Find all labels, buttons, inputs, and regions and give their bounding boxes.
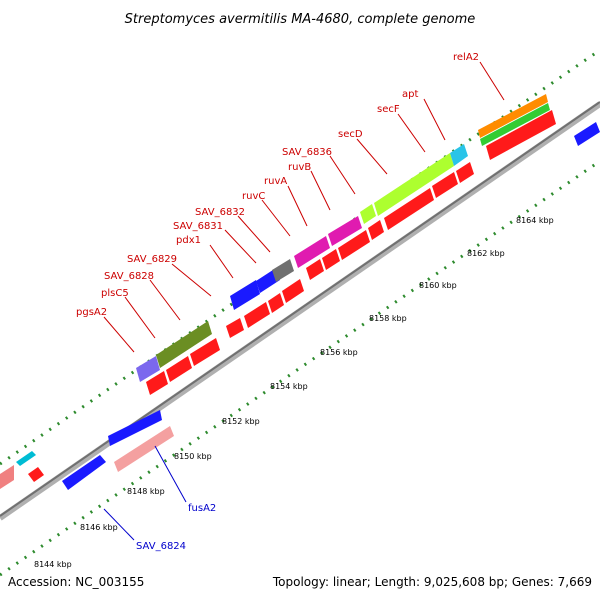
bottom-label-leaders bbox=[103, 445, 187, 541]
gene-label: SAV_6832 bbox=[195, 207, 245, 218]
gene-label: SAV_6836 bbox=[282, 147, 332, 158]
gene-block bbox=[156, 321, 212, 368]
gene-arrow bbox=[62, 455, 106, 490]
bottom-gene-labels: fusA2 SAV_6824 bbox=[136, 503, 216, 552]
gene-label: relA2 bbox=[453, 52, 479, 63]
gene-label: ruvB bbox=[288, 162, 311, 173]
summary-text: Topology: linear; Length: 9,025,608 bp; … bbox=[272, 575, 592, 589]
scale-label: 8156 kbp bbox=[320, 348, 358, 357]
gene-arrow bbox=[456, 162, 474, 183]
gene-label: secF bbox=[377, 104, 400, 115]
gene-label: secD bbox=[338, 129, 363, 140]
gene-label: fusA2 bbox=[188, 503, 216, 514]
scale-label: 8154 kbp bbox=[270, 382, 308, 391]
gene-block bbox=[108, 410, 162, 446]
gene-arrow bbox=[190, 338, 220, 366]
gene-label: ruvA bbox=[264, 176, 287, 187]
scale-label: 8164 kbp bbox=[516, 216, 554, 225]
gene-label: pdx1 bbox=[176, 235, 201, 246]
gene-label: ruvC bbox=[242, 191, 265, 202]
genome-backbone bbox=[0, 101, 600, 521]
gene-arrow bbox=[166, 356, 192, 382]
gene-label: SAV_6828 bbox=[104, 271, 154, 282]
gene-arrow bbox=[226, 318, 244, 338]
gene-block bbox=[450, 144, 468, 166]
map-title: Streptomyces avermitilis MA-4680, comple… bbox=[125, 12, 476, 27]
gene-label: SAV_6824 bbox=[136, 541, 186, 552]
gene-block bbox=[294, 236, 330, 268]
top-gene-labels: pgsA2 plsC5 SAV_6828 SAV_6829 pdx1 SAV_6… bbox=[76, 52, 479, 318]
gene-label: apt bbox=[402, 89, 418, 100]
top-label-leaders bbox=[103, 61, 505, 353]
scale-label: 8144 kbp bbox=[34, 560, 72, 569]
gene-label: plsC5 bbox=[101, 288, 129, 299]
gene-block bbox=[114, 426, 174, 472]
gene-block bbox=[230, 280, 260, 310]
gene-block bbox=[16, 451, 36, 466]
accession-text: Accession: NC_003155 bbox=[8, 575, 144, 589]
gene-arrow bbox=[384, 188, 434, 230]
gene-block bbox=[272, 259, 294, 282]
gene-arrow bbox=[432, 172, 458, 198]
gene-block bbox=[374, 153, 454, 216]
gene-label: SAV_6831 bbox=[173, 221, 223, 232]
upper-tick-track bbox=[0, 48, 600, 466]
gene-arrow bbox=[268, 293, 284, 313]
gene-arrow bbox=[244, 302, 270, 328]
gene-arrow bbox=[486, 110, 556, 160]
gene-arrow bbox=[28, 467, 44, 482]
gene-arrow bbox=[282, 279, 304, 303]
scale-label: 8158 kbp bbox=[369, 314, 407, 323]
gene-label: pgsA2 bbox=[76, 307, 107, 318]
gene-features bbox=[0, 94, 600, 490]
scale-label: 8160 kbp bbox=[419, 281, 457, 290]
gene-arrow bbox=[322, 249, 340, 270]
gene-arrow bbox=[574, 122, 600, 146]
gene-block bbox=[478, 94, 548, 138]
scale-label: 8148 kbp bbox=[127, 487, 165, 496]
scale-label: 8162 kbp bbox=[467, 249, 505, 258]
gene-arrow bbox=[338, 230, 370, 260]
scale-label: 8150 kbp bbox=[174, 452, 212, 461]
gene-arrow bbox=[306, 259, 324, 280]
scale-label: 8146 kbp bbox=[80, 523, 118, 532]
gene-arrow bbox=[368, 220, 384, 240]
gene-block bbox=[328, 216, 362, 246]
scale-label: 8152 kbp bbox=[222, 417, 260, 426]
lower-tick-track bbox=[0, 159, 600, 577]
gene-label: SAV_6829 bbox=[127, 254, 177, 265]
gene-block bbox=[360, 204, 376, 224]
gene-arrow bbox=[146, 371, 168, 395]
gene-block bbox=[480, 103, 550, 146]
gene-block bbox=[136, 356, 160, 382]
scale-labels: 8144 kbp 8146 kbp 8148 kbp 8150 kbp 8152… bbox=[34, 216, 554, 569]
gene-block bbox=[0, 465, 14, 489]
